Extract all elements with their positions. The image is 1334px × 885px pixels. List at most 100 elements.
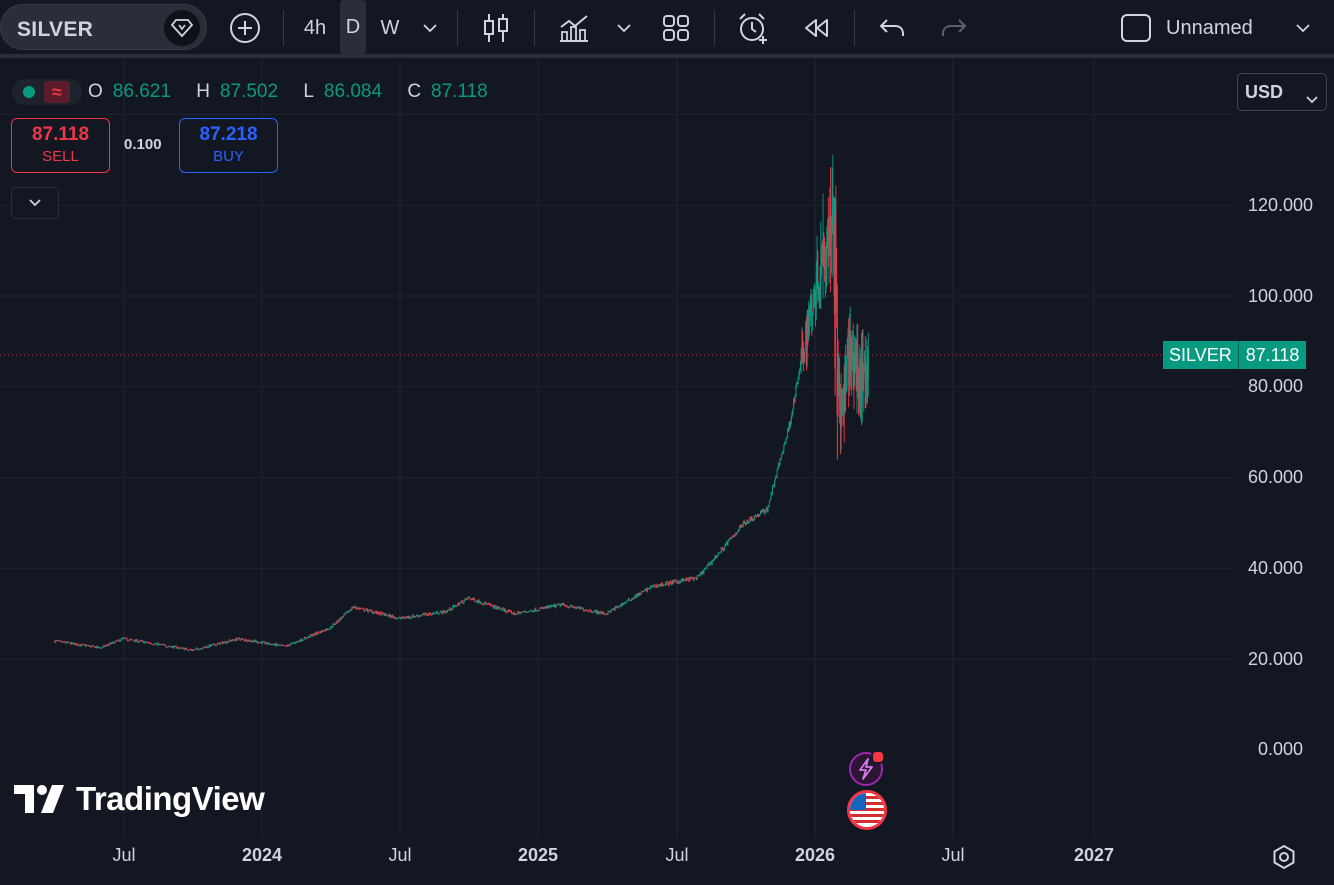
candle-body [783, 444, 785, 452]
candle-body [250, 641, 252, 642]
compare-plus-icon[interactable] [226, 8, 264, 48]
candle-body [109, 643, 111, 644]
candle-body [411, 617, 413, 618]
candle-body [407, 616, 409, 618]
candle-body [554, 604, 556, 608]
candle-body [472, 597, 474, 600]
candle-body [803, 355, 805, 359]
candle-body [548, 605, 550, 608]
candle-body [419, 615, 421, 617]
candle-body [786, 436, 788, 439]
candle-body [809, 307, 811, 326]
redo-icon[interactable] [936, 8, 972, 48]
candle-body [70, 642, 71, 645]
candle-body [655, 584, 657, 587]
alert-icon[interactable] [734, 8, 772, 48]
candle-body [654, 586, 656, 588]
candle-body [364, 610, 366, 611]
candle-body [792, 408, 794, 413]
candle-body [756, 515, 758, 517]
candle-body [100, 647, 102, 649]
candle-body [802, 346, 804, 359]
candle-body [698, 575, 700, 577]
candle-body [845, 375, 847, 377]
candle-body [855, 341, 856, 369]
layout-name-button[interactable]: Unnamed [1166, 8, 1286, 48]
candle-body [866, 358, 868, 386]
settings-icon[interactable] [1270, 843, 1298, 871]
tradingview-logo[interactable]: TradingView [14, 780, 265, 818]
layout-icon[interactable] [1118, 8, 1154, 48]
candle-body [232, 639, 234, 641]
candle-body [201, 648, 203, 650]
templates-icon[interactable] [658, 8, 694, 48]
diamond-icon[interactable] [164, 10, 200, 46]
price-chart[interactable] [0, 58, 1334, 885]
candle-body [267, 643, 269, 645]
candle-body [711, 560, 713, 565]
timeframe-d-button[interactable]: D [340, 0, 366, 54]
collapse-legend-button[interactable] [11, 187, 59, 219]
candle-body [194, 649, 196, 650]
chevron-down-icon[interactable] [416, 8, 444, 48]
candle-body [572, 607, 574, 608]
candle-body [432, 612, 434, 614]
candle-body [384, 613, 386, 616]
timeframe-w-button[interactable]: W [372, 8, 408, 48]
candle-body [632, 597, 634, 599]
replay-icon[interactable] [798, 8, 834, 48]
candle-body [126, 638, 128, 641]
lightning-event-icon[interactable] [849, 750, 885, 786]
currency-select[interactable]: USD [1237, 73, 1327, 111]
divider [457, 10, 458, 46]
candle-body [518, 612, 520, 614]
candle-body [658, 584, 660, 587]
series-toggle[interactable]: ≈ [12, 79, 82, 105]
candle-body [338, 620, 340, 622]
candle-body [243, 639, 245, 641]
candle-body [383, 613, 385, 616]
candle-body [484, 601, 485, 605]
candle-body [241, 638, 243, 640]
candle-body [562, 603, 564, 605]
candle-body [545, 606, 547, 609]
candle-body [337, 619, 339, 622]
high-value: 87.502 [219, 81, 279, 102]
candle-body [389, 615, 391, 618]
visibility-dot-icon[interactable] [23, 86, 35, 98]
candle-body [231, 640, 233, 642]
approx-icon[interactable]: ≈ [44, 81, 70, 103]
undo-icon[interactable] [874, 8, 910, 48]
indicators-icon[interactable] [556, 8, 592, 48]
candle-body [609, 611, 611, 613]
buy-button[interactable]: 87.218 BUY [179, 118, 278, 173]
us-flag-event-icon[interactable] [847, 790, 887, 830]
sell-button[interactable]: 87.118 SELL [11, 118, 110, 173]
candle-body [315, 632, 316, 635]
candle-body [59, 640, 61, 642]
candle-body [476, 600, 478, 602]
symbol-search-button[interactable]: SILVER [0, 4, 207, 50]
candle-body [581, 607, 583, 609]
candle-body [740, 525, 742, 527]
timeframe-4h-button[interactable]: 4h [296, 8, 334, 48]
candle-body [331, 627, 333, 628]
candle-body [738, 526, 740, 530]
chevron-down-icon[interactable] [1290, 8, 1316, 48]
candle-body [353, 607, 355, 608]
candle-body [264, 641, 266, 644]
chevron-down-icon[interactable] [610, 8, 638, 48]
candles-icon[interactable] [478, 8, 514, 48]
candle-body [725, 544, 727, 545]
candle-body [646, 587, 648, 592]
candle-body [154, 643, 156, 645]
candle-body [270, 643, 272, 645]
candle-body [254, 640, 255, 642]
candle-body [204, 646, 206, 648]
candle-body [809, 305, 810, 322]
candle-body [466, 598, 468, 600]
candle-body [754, 515, 756, 517]
candle-body [189, 649, 191, 651]
candle-body [850, 342, 852, 364]
candle-body [217, 643, 218, 645]
